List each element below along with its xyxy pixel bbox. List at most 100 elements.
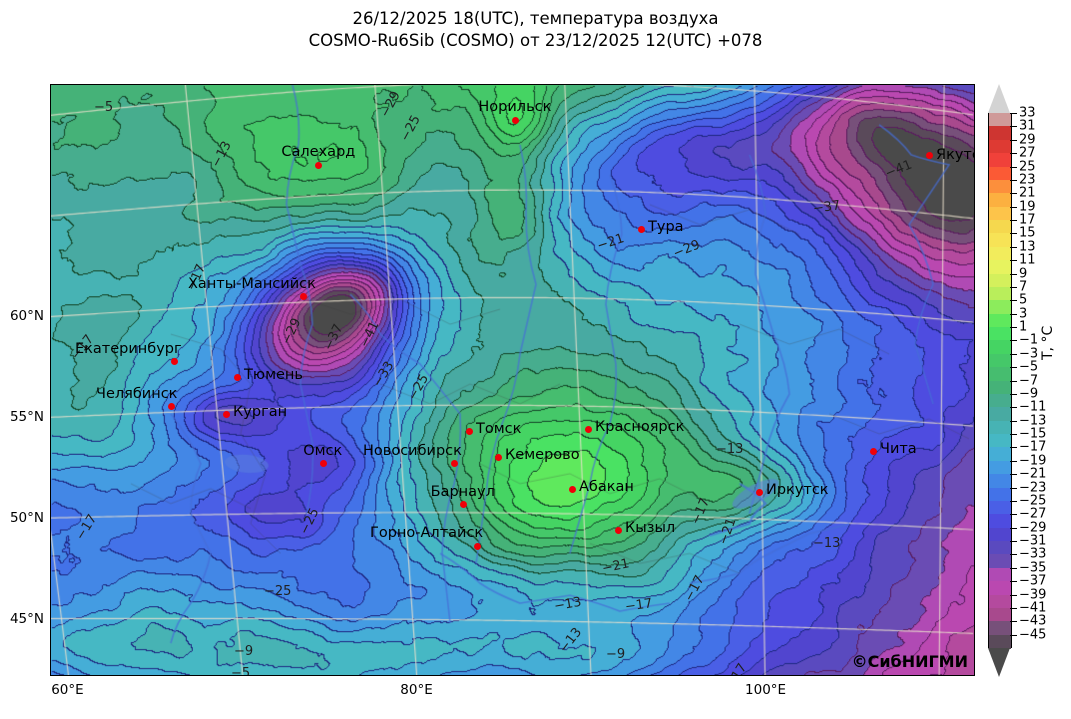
colorbar-band-12 bbox=[989, 273, 1011, 288]
colorbar-tick--25 bbox=[1010, 500, 1017, 502]
city-dot-icon bbox=[171, 358, 178, 365]
contour-label: −9 bbox=[606, 647, 626, 662]
colorbar-band-0 bbox=[989, 113, 1011, 127]
colorbar-band-13 bbox=[989, 286, 1011, 301]
city-dot-icon bbox=[569, 486, 576, 493]
colorbar-label-7: 7 bbox=[1019, 279, 1028, 295]
city-label: Чита bbox=[880, 441, 917, 457]
colorbar-tick--3 bbox=[1010, 353, 1017, 355]
colorbar-band-32 bbox=[989, 541, 1011, 555]
colorbar-title: T, °C bbox=[1040, 325, 1056, 360]
city-dot-icon bbox=[460, 501, 467, 508]
colorbar-band-2 bbox=[989, 139, 1011, 154]
lon-tick-100: 100°E bbox=[745, 682, 787, 698]
colorbar-label-25: 25 bbox=[1019, 159, 1036, 174]
colorbar-tick--7 bbox=[1010, 380, 1017, 382]
lat-tick-45: 45°N bbox=[9, 611, 44, 628]
colorbar-band-5 bbox=[989, 179, 1011, 194]
city-label: Салехард bbox=[281, 144, 356, 160]
title-line-model-run: COSMO-Ru6Sib (COSMO) от 23/12/2025 12(UT… bbox=[308, 31, 763, 50]
colorbar-tick--27 bbox=[1010, 514, 1017, 516]
colorbar-label--5: −5 bbox=[1019, 359, 1039, 375]
colorbar-band-37 bbox=[989, 607, 1011, 622]
city-dot-icon bbox=[495, 454, 502, 461]
colorbar-band-36 bbox=[989, 594, 1011, 609]
colorbar-tick-27 bbox=[1010, 153, 1017, 155]
colorbar-label--45: −45 bbox=[1019, 627, 1047, 643]
city-dot-icon bbox=[638, 226, 645, 233]
colorbar-tick-19 bbox=[1010, 206, 1017, 208]
colorbar-band-10 bbox=[989, 246, 1011, 261]
colorbar-label--21: −21 bbox=[1019, 466, 1047, 482]
colorbar-label--13: −13 bbox=[1019, 413, 1047, 429]
city-dot-icon bbox=[466, 428, 473, 435]
colorbar-band-18 bbox=[989, 353, 1011, 368]
colorbar-tick-11 bbox=[1010, 260, 1017, 262]
city-label: Челябинск bbox=[96, 386, 178, 402]
colorbar-label--11: −11 bbox=[1019, 399, 1047, 415]
colorbar-tick--31 bbox=[1010, 541, 1017, 542]
city-label: Омск bbox=[303, 443, 343, 459]
colorbar-label--19: −19 bbox=[1019, 453, 1047, 469]
colorbar-label-11: 11 bbox=[1019, 252, 1036, 268]
colorbar-band-3 bbox=[989, 153, 1011, 168]
colorbar-tick--13 bbox=[1010, 420, 1017, 422]
colorbar-label-33: 33 bbox=[1019, 105, 1036, 121]
city-dot-icon bbox=[451, 460, 458, 467]
colorbar-band-24 bbox=[989, 434, 1011, 448]
colorbar-tick-25 bbox=[1010, 166, 1017, 168]
colorbar-tick--33 bbox=[1010, 554, 1017, 556]
contour-label: −13 bbox=[716, 442, 744, 457]
colorbar-tick-9 bbox=[1010, 273, 1017, 275]
colorbar-tick--19 bbox=[1010, 460, 1017, 462]
city-label: Курган bbox=[233, 404, 288, 420]
city-label: Тура bbox=[648, 219, 684, 235]
colorbar-tick--35 bbox=[1010, 567, 1017, 569]
colorbar-label-21: 21 bbox=[1019, 185, 1036, 201]
colorbar-band-26 bbox=[989, 460, 1011, 475]
colorbar-band-7 bbox=[989, 206, 1011, 221]
city-label: Абакан bbox=[579, 479, 634, 495]
colorbar-tick--23 bbox=[1010, 487, 1017, 489]
colorbar-band-35 bbox=[989, 581, 1011, 596]
city-dot-icon bbox=[615, 527, 622, 534]
colorbar-label-13: 13 bbox=[1019, 239, 1036, 255]
contour-label: −25 bbox=[264, 584, 292, 599]
colorbar-tick-1 bbox=[1010, 327, 1017, 328]
colorbar-label--7: −7 bbox=[1019, 373, 1039, 388]
city-dot-icon bbox=[870, 448, 877, 455]
colorbar-tick--5 bbox=[1010, 367, 1017, 369]
city-label: Томск bbox=[476, 421, 522, 437]
colorbar-band-39 bbox=[989, 634, 1011, 649]
colorbar-band-4 bbox=[989, 166, 1011, 181]
contour-label: −13 bbox=[813, 536, 841, 551]
colorbar-label-9: 9 bbox=[1019, 266, 1028, 281]
colorbar[interactable] bbox=[988, 84, 1012, 677]
colorbar-band-9 bbox=[989, 233, 1011, 248]
temperature-map[interactable]: −5 −13 −25 −29 −21 −29 −37 −41 −17 −29 −37 −41 −33 −2… bbox=[50, 84, 975, 676]
city-label: Горно-Алтайск bbox=[370, 525, 484, 541]
colorbar-band-23 bbox=[989, 420, 1011, 435]
colorbar-band-19 bbox=[989, 367, 1011, 382]
city-label: Иркутск bbox=[766, 482, 829, 498]
city-label: Кызыл bbox=[625, 520, 676, 536]
contour-label: −5 bbox=[231, 666, 251, 676]
colorbar-band-30 bbox=[989, 514, 1011, 529]
city-label: Норильск bbox=[478, 99, 552, 115]
colorbar-label--33: −33 bbox=[1019, 546, 1047, 562]
colorbar-band-15 bbox=[989, 313, 1011, 328]
colorbar-label--17: −17 bbox=[1019, 439, 1047, 455]
colorbar-tick-17 bbox=[1010, 220, 1017, 221]
city-label: Тюмень bbox=[244, 367, 303, 383]
city-label: Екатеринбург bbox=[75, 341, 182, 357]
colorbar-tick-5 bbox=[1010, 300, 1017, 302]
colorbar-band-28 bbox=[989, 487, 1011, 502]
colorbar-label--25: −25 bbox=[1019, 493, 1047, 509]
colorbar-band-17 bbox=[989, 340, 1011, 355]
city-dot-icon bbox=[315, 162, 322, 169]
colorbar-label-31: 31 bbox=[1019, 118, 1036, 134]
colorbar-band-22 bbox=[989, 407, 1011, 422]
colorbar-label--23: −23 bbox=[1019, 480, 1047, 495]
colorbar-label--1: −1 bbox=[1019, 332, 1039, 348]
city-dot-icon bbox=[474, 543, 481, 550]
